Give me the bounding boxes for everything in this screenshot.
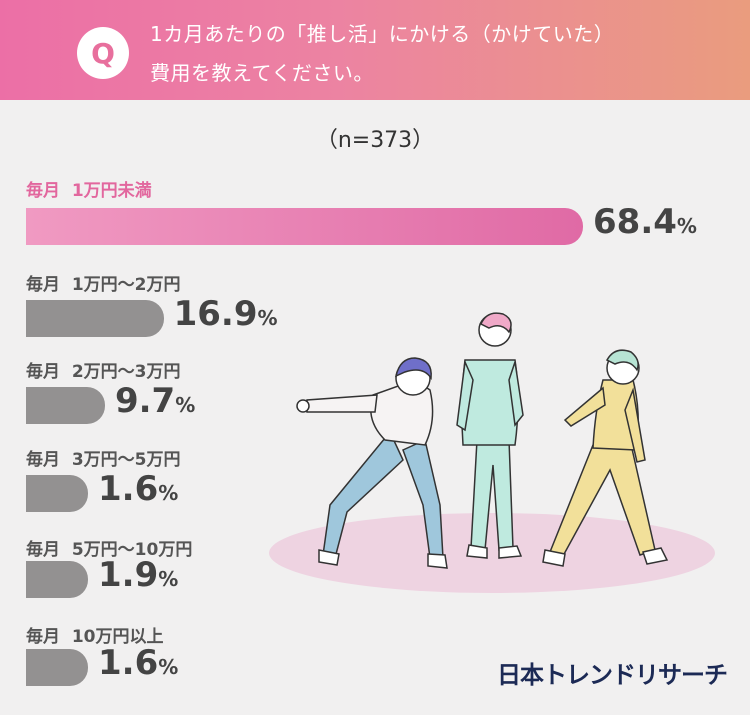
category-label: 毎月 10万円以上 xyxy=(26,627,164,647)
value-label: 1.6% xyxy=(98,469,178,509)
figure-right xyxy=(542,349,669,567)
bar xyxy=(26,649,88,686)
question-text-line2: 費用を教えてください。 xyxy=(150,61,374,85)
question-header: Q 1カ月あたりの「推し活」にかける（かけていた） 費用を教えてください。 xyxy=(0,0,750,100)
value-label: 9.7% xyxy=(115,381,195,421)
value-number: 1.9 xyxy=(98,555,159,595)
bar xyxy=(26,300,164,337)
category-label: 毎月 1万円未満 xyxy=(26,181,152,201)
dancing-people-illustration xyxy=(269,312,715,593)
percent-unit: % xyxy=(158,567,179,591)
value-number: 9.7 xyxy=(114,381,176,421)
value-number: 1.6 xyxy=(98,643,159,683)
value-number: 68.4 xyxy=(593,202,677,242)
value-label: 1.9% xyxy=(98,555,178,595)
question-badge: Q xyxy=(77,27,129,79)
category-label: 毎月 1万円〜2万円 xyxy=(26,275,181,295)
value-label: 1.6% xyxy=(98,643,178,683)
sample-size: （n=373） xyxy=(315,128,435,153)
percent-unit: % xyxy=(175,393,196,417)
bar xyxy=(26,561,88,598)
category-label: 毎月 2万円〜3万円 xyxy=(26,362,181,382)
value-label: 16.9% xyxy=(174,294,278,334)
figure-middle xyxy=(456,312,524,559)
question-text-line1: 1カ月あたりの「推し活」にかける（かけていた） xyxy=(150,22,615,46)
value-number: 1.6 xyxy=(98,469,159,509)
category-label: 毎月 3万円〜5万円 xyxy=(26,450,181,470)
value-number: 16.9 xyxy=(173,294,258,334)
bar xyxy=(26,387,105,424)
brand-logo: 日本トレンドリサーチ xyxy=(497,661,728,689)
bar xyxy=(26,475,88,512)
figure-left xyxy=(296,357,448,569)
percent-unit: % xyxy=(257,306,278,330)
value-label: 68.4% xyxy=(593,202,697,242)
bar xyxy=(26,208,583,245)
percent-unit: % xyxy=(158,655,179,679)
percent-unit: % xyxy=(676,214,697,238)
category-label: 毎月 5万円〜10万円 xyxy=(26,540,193,560)
percent-unit: % xyxy=(158,481,179,505)
